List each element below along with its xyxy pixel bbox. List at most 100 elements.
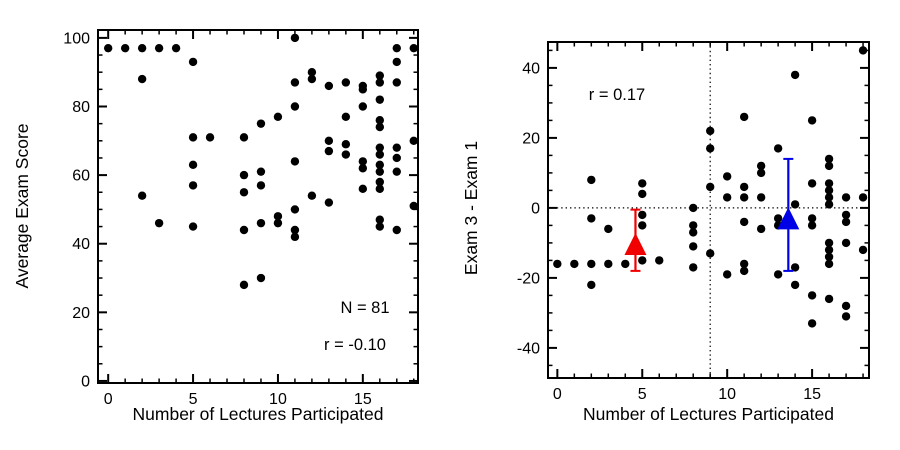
y-tick-label: 60 bbox=[72, 168, 90, 185]
annotation-right-correlation: r = 0.17 bbox=[588, 86, 646, 104]
data-point bbox=[290, 33, 300, 43]
data-point bbox=[375, 167, 385, 176]
data-point bbox=[256, 218, 266, 228]
data-point bbox=[239, 170, 249, 180]
data-point bbox=[375, 122, 385, 132]
data-point bbox=[256, 119, 266, 128]
data-point bbox=[392, 78, 401, 87]
data-point bbox=[773, 144, 783, 153]
data-point bbox=[739, 259, 749, 269]
data-point bbox=[689, 221, 698, 230]
data-point bbox=[324, 198, 334, 207]
data-point bbox=[739, 266, 749, 276]
data-point bbox=[375, 222, 385, 231]
data-point bbox=[722, 270, 732, 279]
data-point bbox=[307, 74, 317, 84]
data-point bbox=[705, 144, 715, 153]
data-point bbox=[358, 157, 368, 166]
data-point bbox=[358, 85, 368, 94]
data-point bbox=[604, 224, 613, 234]
data-point bbox=[807, 214, 817, 223]
annotation-left-correlation: r = -0.10 bbox=[324, 336, 386, 354]
data-point bbox=[756, 224, 766, 234]
y-tick-label: 100 bbox=[63, 30, 90, 47]
data-point bbox=[188, 181, 198, 190]
right-x-axis-title: Number of Lectures Participated bbox=[583, 404, 834, 424]
data-point bbox=[655, 256, 664, 265]
data-point bbox=[375, 215, 385, 224]
x-tick-label: 5 bbox=[189, 391, 198, 408]
data-point bbox=[824, 200, 834, 209]
data-point bbox=[807, 221, 817, 230]
data-point bbox=[824, 238, 834, 248]
data-point bbox=[409, 201, 418, 211]
data-point bbox=[858, 245, 868, 255]
x-tick-label: 0 bbox=[553, 386, 562, 403]
data-point bbox=[722, 172, 732, 181]
data-point bbox=[205, 133, 215, 142]
data-point bbox=[824, 193, 834, 202]
data-point bbox=[358, 102, 368, 111]
x-tick-label: 15 bbox=[803, 386, 821, 403]
data-point bbox=[137, 43, 147, 53]
data-point bbox=[841, 193, 851, 202]
data-point bbox=[375, 177, 385, 187]
data-point bbox=[392, 57, 401, 67]
data-point bbox=[807, 291, 817, 300]
plot-frame bbox=[97, 29, 419, 384]
data-point bbox=[790, 200, 800, 209]
data-point bbox=[604, 259, 613, 269]
left-y-axis-title: Average Exam Score bbox=[12, 123, 32, 289]
data-point bbox=[273, 218, 283, 228]
data-point bbox=[858, 46, 868, 55]
data-point bbox=[375, 71, 385, 80]
data-point bbox=[570, 259, 579, 269]
data-point bbox=[188, 160, 198, 170]
data-point bbox=[841, 238, 851, 248]
y-tick-label: -20 bbox=[517, 270, 540, 287]
data-point bbox=[392, 43, 401, 53]
annotation-sample-size: N = 81 bbox=[340, 299, 390, 317]
data-point bbox=[392, 153, 401, 163]
data-point bbox=[621, 259, 630, 269]
data-point bbox=[239, 133, 249, 142]
data-point bbox=[341, 78, 351, 87]
data-point bbox=[358, 184, 368, 194]
data-point bbox=[273, 212, 283, 221]
left-scatter-avg-exam-score: 0 5 10 15 0 20 40 60 80 100 bbox=[63, 29, 419, 408]
data-point bbox=[358, 164, 368, 173]
data-point bbox=[290, 205, 300, 214]
data-point bbox=[137, 191, 147, 200]
data-point bbox=[807, 319, 817, 328]
data-point bbox=[392, 225, 401, 235]
data-point bbox=[689, 263, 698, 272]
data-point bbox=[824, 179, 834, 188]
data-point bbox=[824, 259, 834, 269]
data-point bbox=[587, 214, 596, 223]
data-point bbox=[341, 140, 351, 149]
data-point bbox=[638, 221, 647, 230]
data-point bbox=[290, 232, 300, 242]
data-point bbox=[705, 126, 715, 136]
data-point bbox=[188, 133, 198, 142]
data-point bbox=[841, 301, 851, 311]
data-point bbox=[773, 270, 783, 279]
x-tick-label: 15 bbox=[354, 391, 372, 408]
data-point bbox=[341, 150, 351, 159]
data-point bbox=[188, 57, 198, 67]
data-point bbox=[273, 112, 283, 121]
y-tick-label: 0 bbox=[81, 373, 90, 390]
data-point bbox=[689, 203, 698, 213]
x-tick-label: 10 bbox=[269, 391, 287, 408]
data-point bbox=[756, 193, 766, 202]
data-point bbox=[171, 43, 181, 53]
data-point bbox=[188, 222, 198, 231]
x-tick-label: 10 bbox=[718, 386, 736, 403]
right-scatter-exam-difference: 0 5 10 15 -40 -20 0 20 40 bbox=[517, 41, 870, 403]
data-point bbox=[375, 184, 385, 194]
data-point bbox=[689, 242, 698, 251]
mean-triangle-marker bbox=[777, 207, 800, 230]
data-point bbox=[739, 217, 749, 227]
data-point bbox=[841, 312, 851, 321]
